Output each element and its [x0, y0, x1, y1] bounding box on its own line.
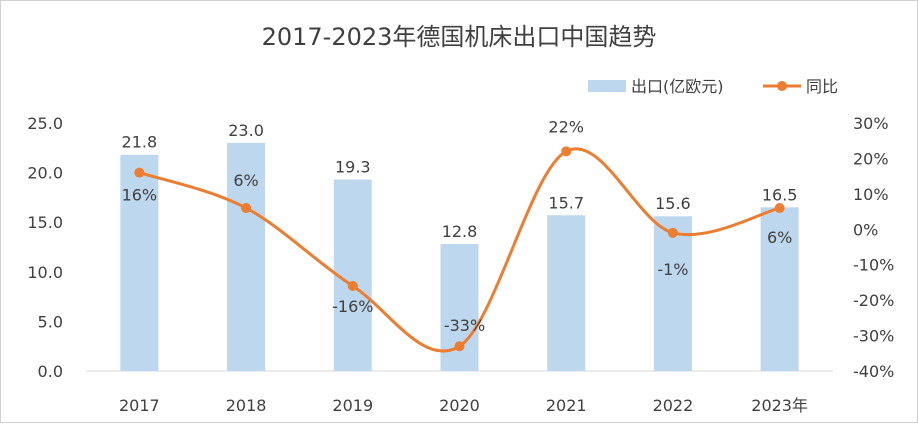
x-tick-label: 2020 — [439, 396, 480, 415]
x-tick-label: 2022 — [653, 396, 694, 415]
line-data-label: -33% — [444, 316, 485, 335]
right-tick-label: -30% — [853, 327, 894, 346]
line-data-label: -16% — [332, 297, 373, 316]
right-tick-label: 20% — [853, 149, 889, 168]
line-data-label: 16% — [122, 186, 158, 205]
legend-line-marker — [777, 81, 787, 91]
bar-data-label: 12.8 — [442, 222, 478, 241]
left-tick-label: 10.0 — [27, 263, 63, 282]
bar — [760, 207, 799, 371]
x-tick-label: 2017 — [119, 396, 160, 415]
line-data-label: 6% — [233, 171, 258, 190]
bar — [547, 215, 586, 371]
right-tick-label: 0% — [853, 220, 878, 239]
bar-data-label: 16.5 — [762, 185, 798, 204]
right-tick-label: 30% — [853, 114, 889, 133]
bar-data-label: 21.8 — [122, 133, 158, 152]
x-tick-label: 2023年 — [751, 396, 808, 415]
legend-bar-swatch — [588, 80, 626, 92]
line-marker — [454, 341, 465, 352]
left-tick-label: 20.0 — [27, 164, 63, 183]
right-tick-label: -10% — [853, 256, 894, 275]
line-data-label: -1% — [657, 260, 688, 279]
bar — [333, 179, 372, 371]
line-marker — [774, 203, 785, 214]
left-tick-label: 15.0 — [27, 213, 63, 232]
left-tick-label: 0.0 — [38, 362, 63, 381]
line-marker — [347, 280, 358, 291]
right-tick-label: 10% — [853, 185, 889, 204]
line-marker — [561, 146, 572, 157]
bar — [120, 154, 159, 371]
chart-title: 2017-2023年德国机床出口中国趋势 — [262, 23, 657, 51]
line-marker — [134, 167, 145, 178]
bar-data-label: 19.3 — [335, 158, 371, 177]
left-tick-label: 25.0 — [27, 114, 63, 133]
line-data-label: 6% — [767, 228, 792, 247]
line-marker — [241, 203, 252, 214]
bar — [653, 216, 692, 371]
right-tick-label: -40% — [853, 362, 894, 381]
legend-bar-label: 出口(亿欧元) — [631, 77, 724, 96]
x-tick-label: 2021 — [546, 396, 587, 415]
bar-data-label: 15.7 — [548, 193, 584, 212]
legend: 出口(亿欧元) 同比 — [588, 77, 838, 96]
right-tick-label: -20% — [853, 291, 894, 310]
bar — [227, 142, 266, 371]
x-tick-label: 2019 — [332, 396, 373, 415]
left-tick-label: 5.0 — [38, 312, 63, 331]
legend-line-label: 同比 — [806, 77, 838, 96]
x-tick-label: 2018 — [226, 396, 267, 415]
line-marker — [667, 227, 678, 238]
yoy-line — [138, 147, 781, 353]
bar-data-label: 15.6 — [655, 194, 691, 213]
line-data-label: 22% — [548, 117, 584, 136]
bar-data-label: 23.0 — [228, 121, 264, 140]
